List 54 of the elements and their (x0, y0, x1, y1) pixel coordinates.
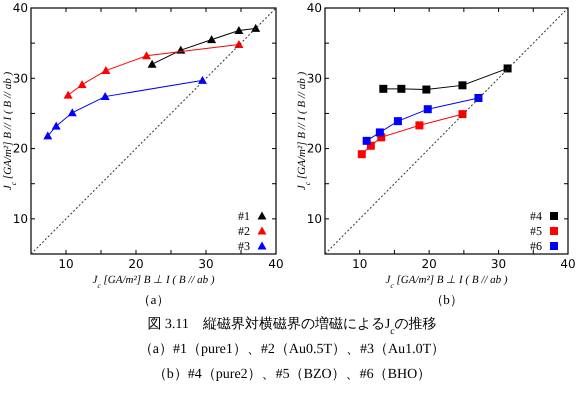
legend-label: #3 (238, 239, 250, 253)
legend-label: #1 (238, 209, 250, 223)
x-tick-label: 10 (58, 257, 74, 271)
point (43, 131, 52, 140)
point (148, 60, 157, 68)
point (362, 136, 371, 145)
point (207, 35, 216, 44)
point (458, 81, 466, 90)
x-axis-title: J$_{c}$ [GA/m²] B ⊥ I ( B // ab ) (92, 274, 215, 290)
x-tick-label: 10 (352, 257, 368, 271)
x-tick-label: 40 (268, 257, 284, 271)
y-tick-label: 20 (306, 142, 322, 156)
y-tick-label: 10 (306, 212, 322, 226)
text: （b）#4（pure2）、#5（BZO）、#6（BHO） (152, 367, 432, 382)
y-tick-label: 40 (12, 1, 28, 15)
point (394, 117, 402, 126)
point (198, 76, 207, 84)
point (142, 51, 151, 60)
text: （a） (138, 292, 170, 307)
point (52, 122, 61, 130)
point (424, 105, 432, 114)
y-tick-label: 40 (306, 1, 322, 15)
legend-label: #2 (238, 224, 250, 238)
x-tick-label: 40 (560, 257, 576, 271)
point (422, 86, 430, 94)
legend-label: #5 (530, 224, 542, 238)
y-tick-label: 30 (306, 71, 322, 86)
legend-label: #4 (530, 209, 542, 223)
point (64, 90, 73, 99)
y-tick-label: 30 (12, 71, 28, 86)
x-axis-title: J$_{c}$ [GA/m²] B ⊥ I ( B // ab ) (385, 274, 508, 290)
text: （a）#1（pure1）、#2（Au0.5T）、#3（Au1.0T） (138, 342, 446, 357)
point (376, 128, 384, 136)
point (68, 108, 77, 116)
caption: 図 3.11 縦磁界対横磁界の増磁によるJ$_{c}$の推移 (147, 315, 437, 336)
text: （b） (430, 292, 463, 307)
point (78, 80, 87, 88)
point (504, 64, 512, 72)
point (397, 84, 406, 93)
point (234, 26, 244, 34)
point (474, 94, 482, 102)
point (415, 121, 424, 130)
x-tick-label: 30 (198, 257, 214, 271)
y-tick-label: 10 (12, 212, 28, 226)
point (100, 92, 110, 100)
x-tick-label: 20 (128, 257, 144, 271)
point (101, 66, 110, 74)
legend-label: #6 (530, 239, 542, 253)
point (358, 150, 366, 158)
x-tick-label: 30 (490, 257, 506, 271)
point (458, 110, 466, 118)
y-tick-label: 20 (12, 142, 28, 156)
x-tick-label: 20 (422, 257, 437, 271)
point (379, 84, 388, 93)
